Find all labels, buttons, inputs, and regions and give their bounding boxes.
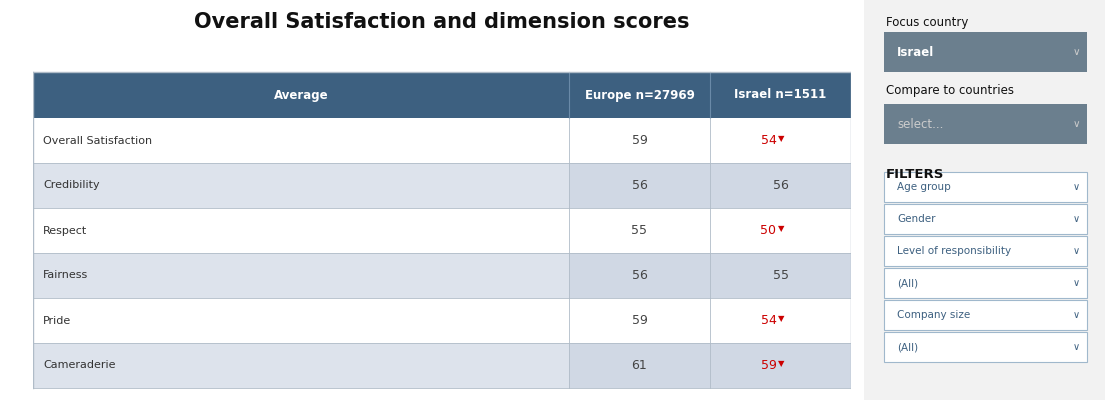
Text: 56: 56 <box>632 269 648 282</box>
Text: ∨: ∨ <box>1073 182 1080 192</box>
Text: ∨: ∨ <box>1073 278 1080 288</box>
Bar <box>884 204 1087 234</box>
Text: 55: 55 <box>772 269 789 282</box>
Bar <box>33 118 851 163</box>
Text: Credibility: Credibility <box>43 180 99 190</box>
Text: ▼: ▼ <box>778 224 785 233</box>
Text: Cameraderie: Cameraderie <box>43 360 115 370</box>
Text: Fairness: Fairness <box>43 270 88 280</box>
Bar <box>33 72 851 118</box>
Text: Average: Average <box>274 88 328 102</box>
Bar <box>33 163 851 208</box>
Bar <box>33 298 851 343</box>
Text: Europe n=27969: Europe n=27969 <box>585 88 694 102</box>
Bar <box>884 172 1087 202</box>
Text: ∨: ∨ <box>1073 342 1080 352</box>
Text: FILTERS: FILTERS <box>886 168 945 181</box>
Text: 61: 61 <box>632 359 648 372</box>
Bar <box>884 332 1087 362</box>
Text: 59: 59 <box>632 134 648 147</box>
Text: Compare to countries: Compare to countries <box>886 84 1014 97</box>
Text: 59: 59 <box>632 314 648 327</box>
Text: Company size: Company size <box>897 310 970 320</box>
Text: Israel n=1511: Israel n=1511 <box>735 88 827 102</box>
Text: ∨: ∨ <box>1073 214 1080 224</box>
Text: Israel: Israel <box>897 46 935 58</box>
Text: ∨: ∨ <box>1073 310 1080 320</box>
Text: 50: 50 <box>760 224 777 237</box>
Bar <box>569 253 851 298</box>
Bar <box>33 208 851 253</box>
Text: 59: 59 <box>760 359 777 372</box>
Text: ∨: ∨ <box>1073 246 1080 256</box>
Text: Age group: Age group <box>897 182 951 192</box>
Bar <box>884 268 1087 298</box>
Text: Gender: Gender <box>897 214 936 224</box>
Bar <box>884 104 1087 144</box>
Text: Overall Satisfaction: Overall Satisfaction <box>43 136 152 146</box>
Bar <box>33 343 851 388</box>
Text: ∨: ∨ <box>1073 119 1080 129</box>
Text: Respect: Respect <box>43 226 87 236</box>
Text: (All): (All) <box>897 342 918 352</box>
Text: ▼: ▼ <box>778 359 785 368</box>
Text: 56: 56 <box>772 179 789 192</box>
Bar <box>569 163 851 208</box>
Text: 56: 56 <box>632 179 648 192</box>
Text: 54: 54 <box>760 314 777 327</box>
Bar <box>884 236 1087 266</box>
Text: ▼: ▼ <box>778 314 785 323</box>
Text: Level of responsibility: Level of responsibility <box>897 246 1011 256</box>
Bar <box>33 253 851 298</box>
Text: select...: select... <box>897 118 944 130</box>
Text: Pride: Pride <box>43 316 71 326</box>
Bar <box>569 343 851 388</box>
Text: 55: 55 <box>631 224 648 237</box>
Text: (All): (All) <box>897 278 918 288</box>
Text: ▼: ▼ <box>778 134 785 143</box>
Text: Focus country: Focus country <box>886 16 969 29</box>
Text: Overall Satisfaction and dimension scores: Overall Satisfaction and dimension score… <box>194 12 690 32</box>
Bar <box>884 300 1087 330</box>
Text: 54: 54 <box>760 134 777 147</box>
Bar <box>884 32 1087 72</box>
Text: ∨: ∨ <box>1073 47 1080 57</box>
